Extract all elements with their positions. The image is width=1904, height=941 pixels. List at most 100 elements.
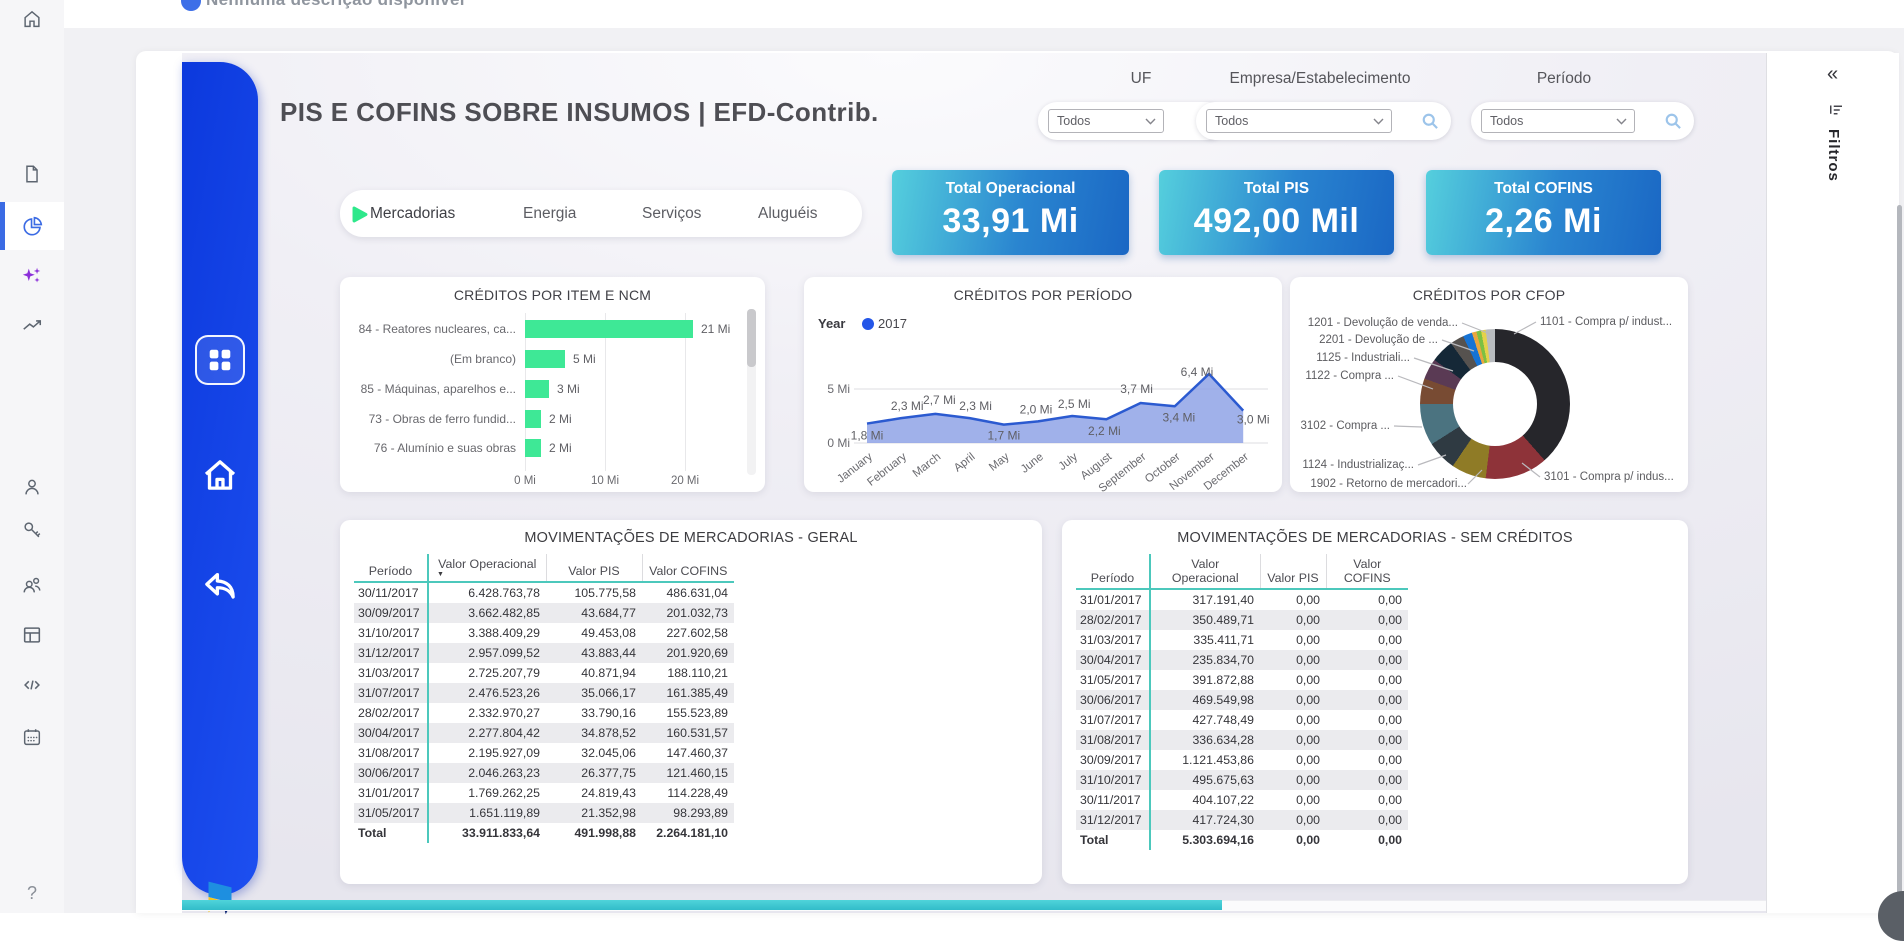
column-header[interactable]: Valor PIS <box>1260 554 1326 589</box>
bar-value-label: 3 Mi <box>557 382 580 396</box>
bar[interactable] <box>525 410 541 428</box>
document-icon[interactable] <box>0 156 64 192</box>
apps-nav-button[interactable] <box>182 335 258 385</box>
sparkles-icon[interactable] <box>0 258 64 294</box>
home-icon[interactable] <box>0 1 64 37</box>
home-nav-button[interactable] <box>182 454 258 496</box>
table-cell: 0,00 <box>1260 670 1326 690</box>
table-row: 31/07/20172.476.523,2635.066,17161.385,4… <box>354 683 734 703</box>
table-cell: 0,00 <box>1326 750 1408 770</box>
table-cell: 31/10/2017 <box>354 623 428 643</box>
table-cell: 105.775,58 <box>546 582 642 603</box>
table-total-row: Total33.911.833,64491.998,882.264.181,10 <box>354 823 734 843</box>
kpi-total-pis: Total PIS 492,00 Mil <box>1159 170 1394 255</box>
filters-pane: « Filtros <box>1766 53 1899 913</box>
table-cell: 0,00 <box>1326 630 1408 650</box>
layout-icon[interactable] <box>0 617 64 653</box>
table-cell: 32.045,06 <box>546 743 642 763</box>
filter-empresa: Todos <box>1196 102 1451 140</box>
table-cell: 188.110,21 <box>642 663 734 683</box>
table-cell: 0,00 <box>1326 790 1408 810</box>
table-cell: 21.352,98 <box>546 803 642 823</box>
table-cell: 2.476.523,26 <box>428 683 546 703</box>
trending-up-icon[interactable] <box>0 308 64 344</box>
table-row: 28/02/20172.332.970,2733.790,16155.523,8… <box>354 703 734 723</box>
table-row: 31/03/2017335.411,710,000,00 <box>1076 630 1408 650</box>
bar-value-label: 21 Mi <box>701 322 730 336</box>
table-cell: 43.883,44 <box>546 643 642 663</box>
table-cell: 31/07/2017 <box>354 683 428 703</box>
people-icon[interactable] <box>0 567 64 603</box>
table-cell: 427.748,49 <box>1150 710 1260 730</box>
table-movimentacoes-geral: PeríodoValor Operacional▼Valor PISValor … <box>354 554 734 843</box>
table-cell: 201.920,69 <box>642 643 734 663</box>
table-cell: 201.032,73 <box>642 603 734 623</box>
collapse-pane-icon[interactable]: « <box>1827 63 1838 86</box>
table-cell: 30/06/2017 <box>1076 690 1150 710</box>
table-cell: 2.046.263,23 <box>428 763 546 783</box>
column-header[interactable]: Período <box>1076 554 1150 589</box>
share-icon <box>199 565 241 607</box>
tab-mercadorias[interactable]: Mercadorias <box>370 190 455 237</box>
table-cell: 0,00 <box>1326 710 1408 730</box>
column-header[interactable]: Valor COFINS <box>1326 554 1408 589</box>
total-cell: Total <box>354 823 428 843</box>
filter-uf-select[interactable]: Todos <box>1048 109 1164 133</box>
table-cell: 28/02/2017 <box>1076 610 1150 630</box>
bar[interactable] <box>525 439 541 457</box>
chart-title: CRÉDITOS POR CFOP <box>1290 287 1688 303</box>
column-header[interactable]: Valor COFINS <box>642 554 734 582</box>
bar[interactable] <box>525 350 565 368</box>
vertical-scrollbar-thumb[interactable] <box>1897 205 1902 910</box>
search-icon[interactable] <box>1420 111 1440 131</box>
tab-servicos[interactable]: Serviços <box>642 190 701 237</box>
table-cell: 40.871,94 <box>546 663 642 683</box>
point-label: 2,7 Mi <box>923 393 956 407</box>
table-row: 31/01/20171.769.262,2524.819,43114.228,4… <box>354 783 734 803</box>
avatar[interactable] <box>181 0 201 11</box>
column-header[interactable]: Valor Operacional <box>1150 554 1260 589</box>
search-icon[interactable] <box>1663 111 1683 131</box>
calendar-icon[interactable] <box>0 719 64 755</box>
tab-energia[interactable]: Energia <box>523 190 576 237</box>
table-row: 31/10/20173.388.409,2949.453,08227.602,5… <box>354 623 734 643</box>
horizontal-scrollbar-thumb[interactable] <box>182 900 1222 910</box>
table-cell: 0,00 <box>1326 690 1408 710</box>
bar[interactable] <box>525 380 549 398</box>
donut-callout-label: 2201 - Devolução de ... <box>1319 334 1438 346</box>
chart-scrollbar-thumb[interactable] <box>747 309 756 367</box>
table-row: 31/08/20172.195.927,0932.045,06147.460,3… <box>354 743 734 763</box>
help-icon[interactable]: ? <box>0 875 64 911</box>
key-icon[interactable] <box>0 512 64 548</box>
filter-periodo-select[interactable]: Todos <box>1481 109 1635 133</box>
chevron-down-icon <box>1616 118 1627 125</box>
point-label: 2,0 Mi <box>1020 402 1053 416</box>
column-header[interactable]: Valor PIS <box>546 554 642 582</box>
column-header[interactable]: Valor Operacional▼ <box>428 554 546 582</box>
table-cell: 31/12/2017 <box>354 643 428 663</box>
person-icon[interactable] <box>0 469 64 505</box>
point-label: 1,7 Mi <box>987 429 1020 443</box>
filter-funnel-icon[interactable] <box>1827 101 1845 119</box>
table-cell: 0,00 <box>1260 589 1326 610</box>
kpi-value: 33,91 Mi <box>892 202 1129 241</box>
pie-chart-icon[interactable] <box>0 208 64 244</box>
x-axis-month-label: February <box>865 451 909 489</box>
table-cell: 417.724,30 <box>1150 810 1260 830</box>
filter-empresa-select[interactable]: Todos <box>1206 109 1392 133</box>
screen: ? Nenhuma descrição disponível PIS E COF… <box>0 0 1904 913</box>
code-icon[interactable] <box>0 667 64 703</box>
share-nav-button[interactable] <box>182 565 258 607</box>
column-header[interactable]: Período <box>354 554 428 582</box>
table-row: 30/04/20172.277.804,4234.878,52160.531,5… <box>354 723 734 743</box>
table-cell: 335.411,71 <box>1150 630 1260 650</box>
bar[interactable] <box>525 320 693 338</box>
table-cell: 26.377,75 <box>546 763 642 783</box>
tab-alugueis[interactable]: Aluguéis <box>758 190 817 237</box>
table-cell: 0,00 <box>1260 790 1326 810</box>
table-cell: 2.277.804,42 <box>428 723 546 743</box>
kpi-value: 2,26 Mi <box>1426 202 1661 241</box>
bar-category-label: (Em branco) <box>340 352 516 366</box>
x-axis-month-label: May <box>987 451 1012 474</box>
total-cell: 0,00 <box>1260 830 1326 850</box>
